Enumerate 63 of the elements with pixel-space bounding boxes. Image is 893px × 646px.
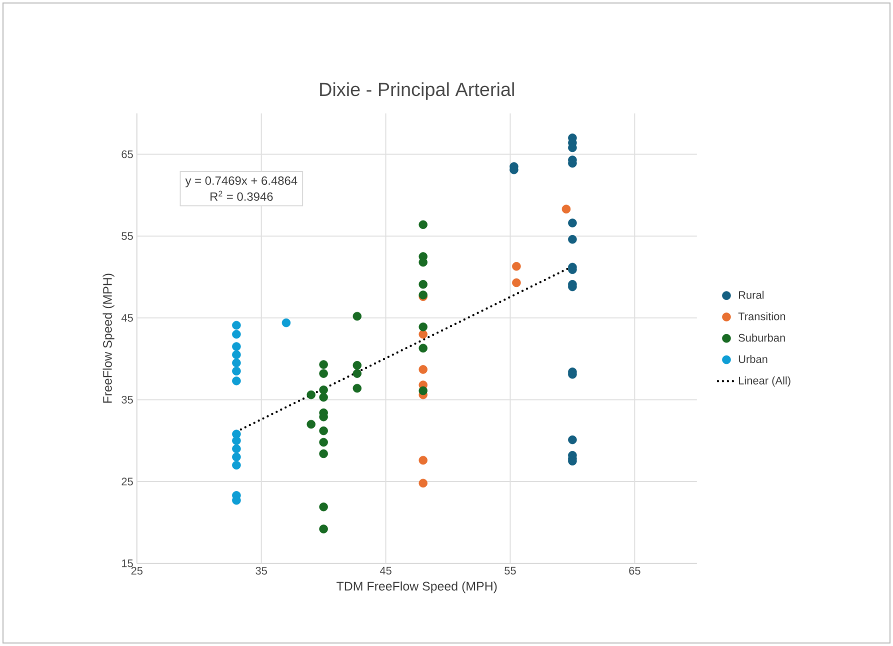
point [319,392,328,402]
point [319,449,328,458]
y-tick-label: 45 [121,314,133,322]
legend-label: Transition [738,312,786,320]
point [232,366,241,376]
point [319,360,328,369]
point [562,204,571,214]
point [319,386,328,394]
point [568,234,577,244]
y-tick-label: 65 [122,150,133,158]
point [352,312,362,321]
x-tick-label: 25 [131,566,143,575]
point [232,436,241,446]
legend-label: Linear (All) [738,376,790,387]
chart-title: Dixie - Principal Arterial [320,82,514,100]
point [232,460,241,470]
point [352,384,362,393]
point [568,218,577,228]
point [319,502,328,512]
point [512,278,521,288]
y-axis-title: FreeFlow Speed (MPH) [102,274,114,403]
y-tick-label: 35 [122,396,133,404]
point [319,438,328,447]
point [568,435,577,444]
point [232,320,241,330]
point [232,444,241,454]
legend-label: Rural [738,290,764,299]
x-axis-title: TDM FreeFlow Speed (MPH) [336,581,497,594]
x-tick-label: 55 [504,566,516,575]
point [512,262,521,271]
x-tick-label: 45 [380,566,392,575]
y-tick-label: 55 [122,232,133,240]
legend-label: Suburban [738,334,785,342]
point [232,350,241,360]
point [418,365,428,374]
point [418,456,428,465]
point [319,524,328,534]
annotation: R$^{2}$ = 0.3946 [210,190,273,201]
point [232,330,241,339]
x-tick-label: 65 [629,566,640,575]
point [306,390,316,400]
y-tick-label: 25 [122,478,133,486]
point [232,376,241,386]
point [418,330,428,339]
point [418,280,428,289]
point [232,342,241,351]
point [319,426,328,436]
point [352,369,362,378]
point [418,478,428,488]
annotation: y = 0.7469x + 6.4864 [185,176,298,188]
point [418,322,428,332]
point [232,452,241,462]
x-tick-label: 35 [256,566,267,575]
y-tick-label: 15 [122,560,133,568]
legend-label: Urban [738,355,768,364]
point [306,420,316,429]
point [319,369,328,378]
point [282,318,291,328]
point [232,358,241,368]
point [418,220,428,230]
point [418,386,428,396]
point [418,344,428,353]
point [352,360,362,370]
